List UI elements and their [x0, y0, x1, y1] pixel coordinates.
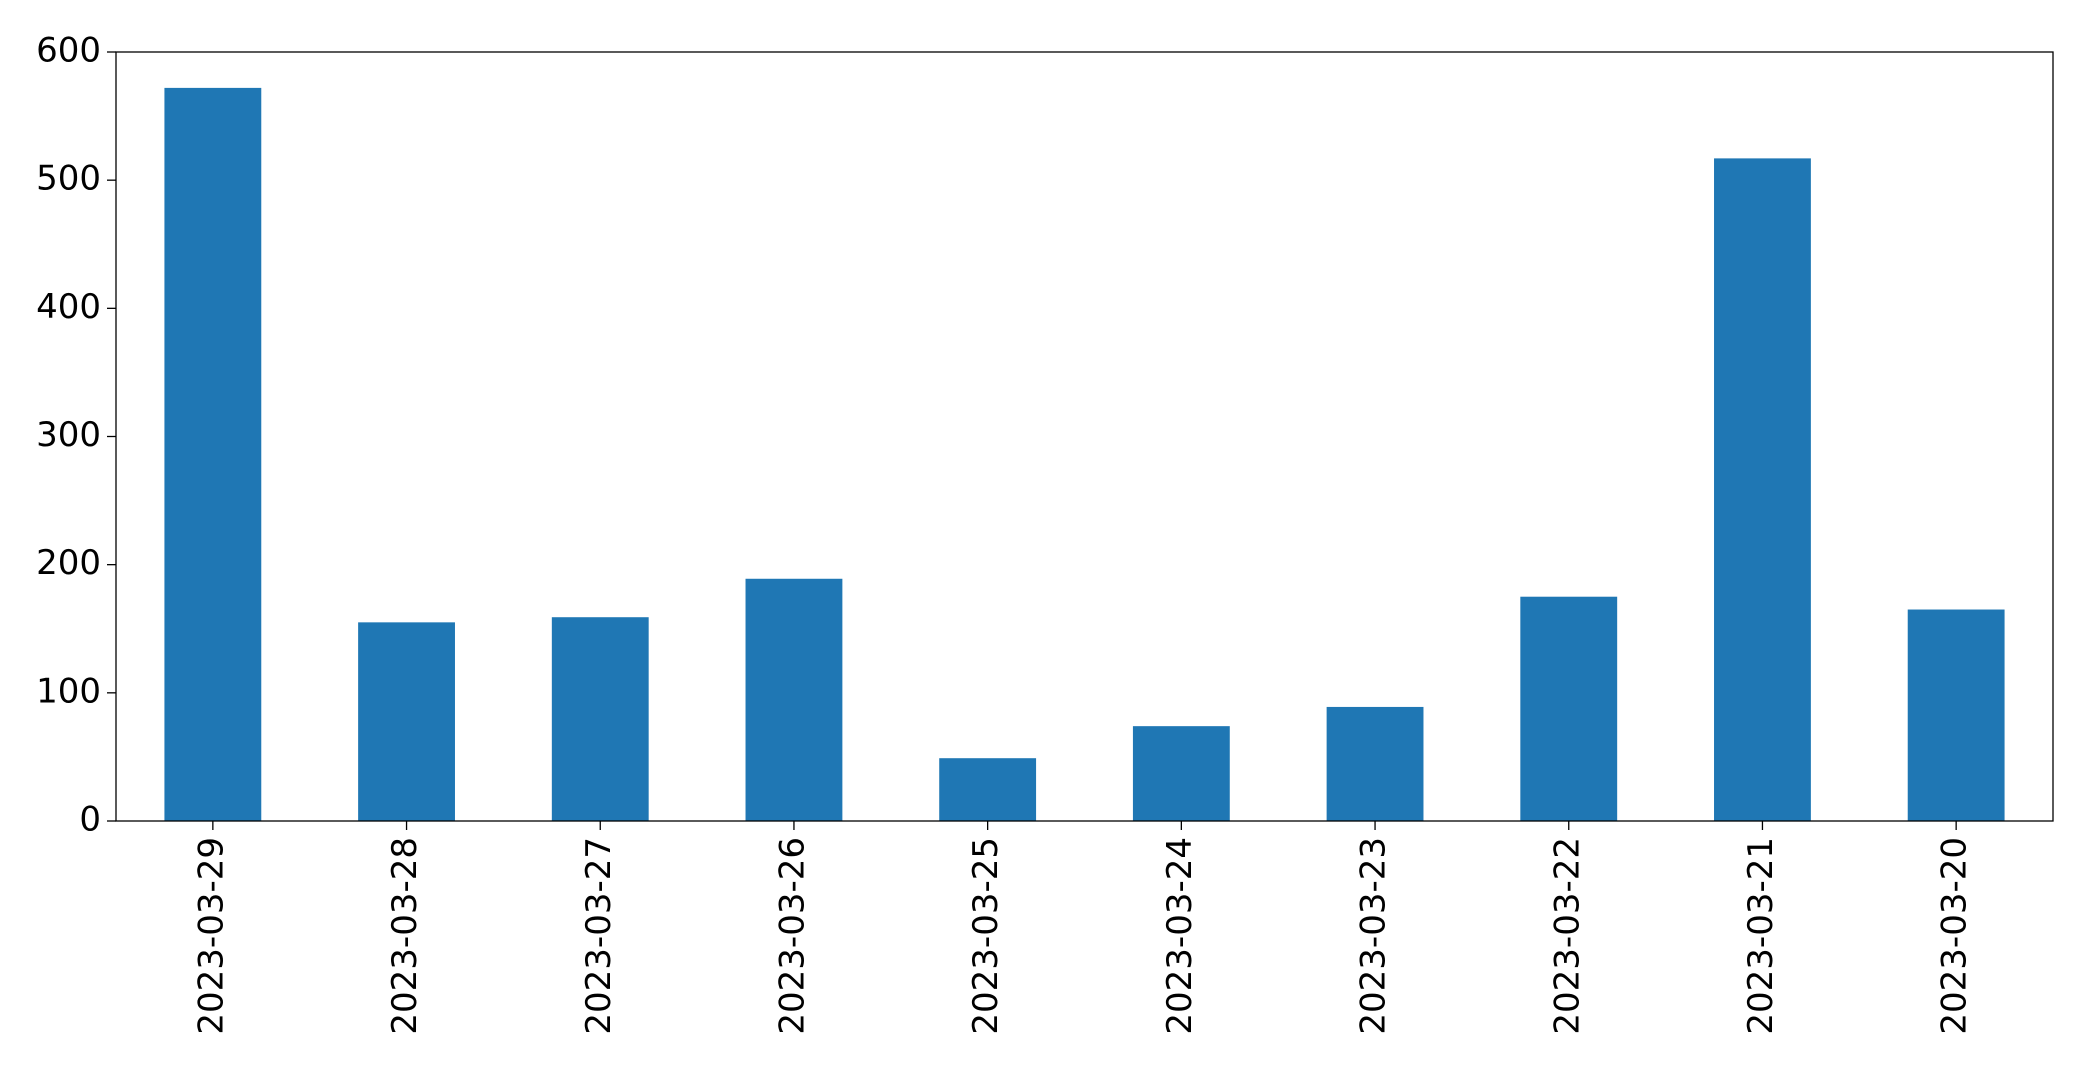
x-tick-label: 2023-03-25 [966, 837, 1006, 1035]
bar [1714, 158, 1811, 822]
bar [358, 622, 455, 821]
bar [745, 578, 843, 821]
x-tick-label: 2023-03-23 [1354, 837, 1394, 1035]
x-tick-label: 2023-03-28 [385, 837, 425, 1035]
bar [939, 758, 1037, 821]
y-tick-label: 400 [36, 287, 101, 327]
y-tick-label: 500 [36, 159, 101, 199]
y-tick-label: 600 [36, 31, 101, 71]
x-tick-label: 2023-03-27 [579, 837, 619, 1035]
bar [551, 617, 649, 821]
x-tick-label: 2023-03-24 [1160, 837, 1200, 1035]
y-tick-label: 200 [36, 543, 101, 583]
plot-frame [115, 51, 2054, 822]
bar [1326, 706, 1424, 821]
y-tick-label: 300 [36, 415, 101, 455]
x-tick-label: 2023-03-29 [191, 837, 231, 1035]
x-tick-label: 2023-03-20 [1935, 837, 1975, 1035]
y-tick-label: 0 [79, 800, 101, 840]
x-tick-label: 2023-03-22 [1547, 837, 1587, 1035]
bar [164, 87, 262, 822]
bar [1132, 726, 1230, 821]
bar [1520, 596, 1618, 821]
x-tick-label: 2023-03-21 [1741, 837, 1781, 1035]
bar [1907, 609, 2005, 821]
x-tick-label: 2023-03-26 [772, 837, 812, 1035]
y-tick-label: 100 [36, 671, 101, 711]
